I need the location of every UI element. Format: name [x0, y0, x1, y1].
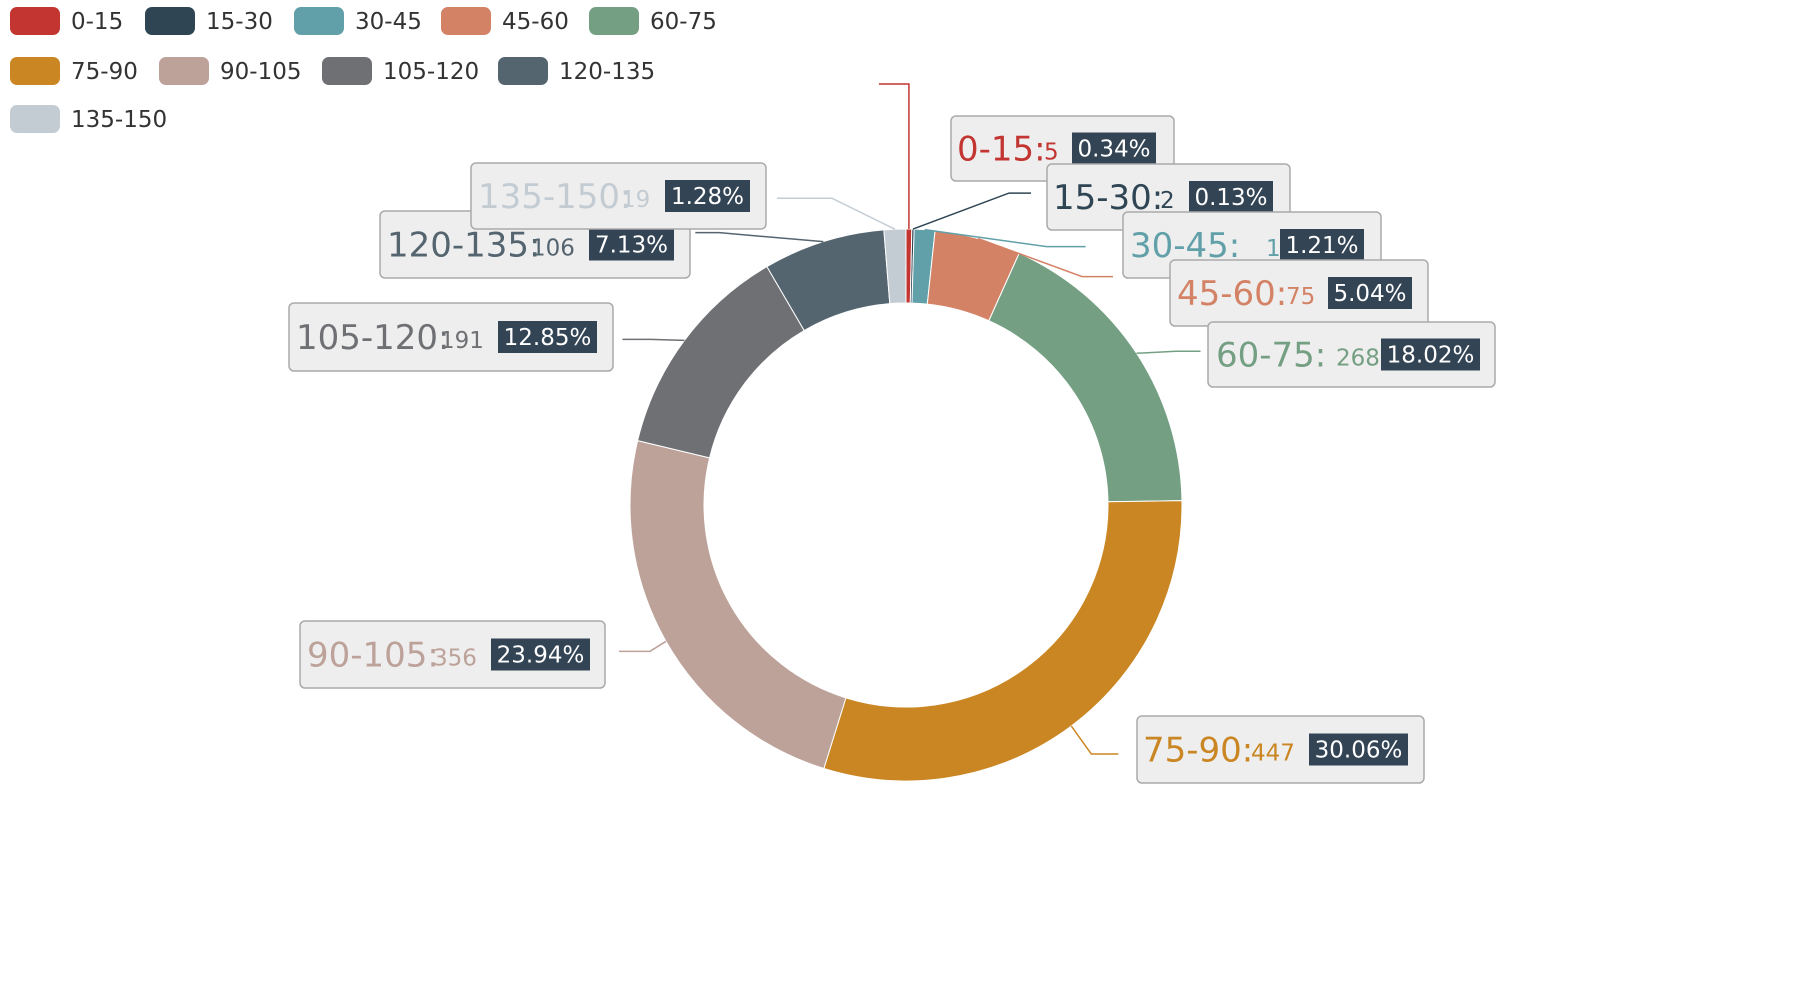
label-percent: 0.34%: [1077, 137, 1150, 163]
leader-line: [912, 192, 1031, 230]
percent-badge: [1309, 733, 1408, 766]
percent-badge: [665, 180, 750, 212]
legend-item-60-75[interactable]: 60-75: [589, 7, 717, 35]
percent-badge: [498, 321, 597, 353]
percent-badge: [1189, 181, 1273, 213]
label-category: 120-135:: [387, 226, 541, 266]
leader-line: [1070, 725, 1119, 755]
legend-swatch: [441, 7, 491, 35]
slice-label-75-90: 75-90:447 30.06%: [1070, 715, 1425, 784]
donut-slices: [629, 228, 1183, 782]
legend-label: 60-75: [650, 9, 717, 35]
label-box: [1136, 715, 1425, 784]
leader-line: [924, 228, 1086, 248]
legend-swatch: [10, 7, 60, 35]
label-value: 75: [1286, 284, 1315, 310]
slice-label-90-105: 90-105:356 23.94%: [299, 620, 667, 689]
slice-60-75[interactable]: [988, 252, 1183, 503]
legend-item-120-135[interactable]: 120-135: [498, 57, 655, 85]
legend-item-30-45[interactable]: 30-45: [294, 7, 422, 35]
legend-label: 0-15: [71, 9, 123, 35]
label-value: 191: [440, 328, 484, 354]
legend-swatch: [322, 57, 372, 85]
label-category: 45-60:: [1177, 274, 1287, 314]
legend-swatch: [589, 7, 639, 35]
label-value: 19: [621, 187, 650, 213]
label-box: [470, 162, 767, 230]
label-percent: 5.04%: [1333, 281, 1406, 307]
label-category: 75-90:: [1143, 731, 1253, 771]
legend-item-90-105[interactable]: 90-105: [159, 57, 301, 85]
label-box: [299, 620, 606, 689]
label-percent: 0.13%: [1194, 185, 1267, 211]
legend-label: 105-120: [383, 59, 479, 85]
label-category: 135-150:: [478, 177, 632, 217]
legend-swatch: [159, 57, 209, 85]
leader-line: [695, 231, 824, 243]
label-value: 5: [1044, 140, 1059, 166]
legend-item-0-15[interactable]: 0-15: [10, 7, 123, 35]
slice-105-120[interactable]: [637, 265, 805, 459]
legend-label: 30-45: [355, 9, 422, 35]
slice-135-150[interactable]: [883, 228, 907, 305]
legend: 0-15 15-30 30-45 45-60 60-75 75-90 90-105 105-1…: [10, 7, 717, 133]
legend-item-45-60[interactable]: 45-60: [441, 7, 569, 35]
legend-label: 120-135: [559, 59, 655, 85]
slice-75-90[interactable]: [823, 500, 1183, 782]
legend-swatch: [294, 7, 344, 35]
legend-label: 15-30: [206, 9, 273, 35]
label-percent: 18.02%: [1387, 343, 1475, 369]
legend-item-15-30[interactable]: 15-30: [145, 7, 273, 35]
percent-badge: [1072, 132, 1156, 165]
leader-line: [878, 83, 910, 230]
label-category: 105-120:: [296, 318, 450, 358]
label-percent: 30.06%: [1315, 738, 1403, 764]
leader-line: [1136, 350, 1201, 355]
legend-swatch: [10, 105, 60, 133]
percent-badge: [1280, 229, 1364, 261]
leader-line: [622, 338, 685, 342]
legend-item-105-120[interactable]: 105-120: [322, 57, 479, 85]
percent-badge: [589, 228, 674, 261]
label-percent: 23.94%: [497, 643, 585, 669]
label-category: 90-105:: [307, 636, 439, 676]
label-box: [288, 302, 614, 372]
percent-badge: [491, 638, 590, 671]
leader-line: [776, 197, 896, 230]
percent-badge: [1381, 338, 1480, 371]
percent-badge: [1328, 277, 1412, 309]
legend-swatch: [498, 57, 548, 85]
label-value: 447: [1251, 741, 1295, 767]
slice-label-60-75: 60-75: 268 18.02%: [1136, 321, 1496, 388]
legend-item-135-150[interactable]: 135-150: [10, 105, 167, 133]
legend-label: 45-60: [502, 9, 569, 35]
label-percent: 7.13%: [595, 233, 668, 259]
slice-label-105-120: 105-120:191 12.85%: [288, 302, 685, 372]
slice-labels: 0-15:50.34%15-30:20.13%30-45:181.21%45-6…: [288, 83, 1496, 784]
legend-item-75-90[interactable]: 75-90: [10, 57, 138, 85]
label-value: 268: [1336, 346, 1380, 372]
label-value: 356: [433, 646, 477, 672]
label-category: 0-15:: [957, 130, 1046, 170]
slice-label-45-60: 45-60:75 5.04%: [977, 237, 1429, 327]
leader-line: [977, 237, 1114, 278]
label-value: 106: [531, 236, 575, 262]
label-value: 2: [1160, 188, 1175, 214]
legend-label: 75-90: [71, 59, 138, 85]
leader-line: [619, 640, 667, 653]
legend-swatch: [145, 7, 195, 35]
label-percent: 1.28%: [671, 184, 744, 210]
legend-swatch: [10, 57, 60, 85]
label-percent: 12.85%: [504, 325, 592, 351]
legend-label: 135-150: [71, 107, 167, 133]
slice-90-105[interactable]: [629, 439, 847, 770]
legend-label: 90-105: [220, 59, 301, 85]
label-category: 60-75:: [1216, 336, 1326, 376]
label-percent: 1.21%: [1285, 233, 1358, 259]
label-box: [1207, 321, 1496, 388]
slice-label-135-150: 135-150:19 1.28%: [470, 162, 896, 230]
